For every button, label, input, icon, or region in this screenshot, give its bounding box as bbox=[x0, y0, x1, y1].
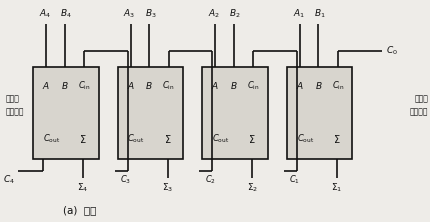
Text: $C_{2}$: $C_{2}$ bbox=[205, 174, 215, 186]
Text: $B_2$: $B_2$ bbox=[229, 8, 241, 20]
Text: $A$: $A$ bbox=[212, 80, 219, 91]
Text: $C_{\rm out}$: $C_{\rm out}$ bbox=[43, 133, 60, 145]
Text: $\Sigma$: $\Sigma$ bbox=[249, 133, 256, 145]
Text: $B$: $B$ bbox=[145, 80, 153, 91]
Text: $A$: $A$ bbox=[42, 80, 50, 91]
Text: （最低
有效位）: （最低 有效位） bbox=[410, 95, 429, 116]
Text: $A$: $A$ bbox=[296, 80, 304, 91]
Text: $B_1$: $B_1$ bbox=[314, 8, 326, 20]
Text: $B$: $B$ bbox=[315, 80, 322, 91]
Text: $\Sigma_2$: $\Sigma_2$ bbox=[246, 181, 258, 194]
Text: (a)  框图: (a) 框图 bbox=[63, 205, 96, 215]
Text: $\Sigma_1$: $\Sigma_1$ bbox=[331, 181, 342, 194]
Text: $\Sigma_3$: $\Sigma_3$ bbox=[162, 181, 173, 194]
Text: $C_{\rm out}$: $C_{\rm out}$ bbox=[127, 133, 144, 145]
Text: $C_4$: $C_4$ bbox=[3, 173, 15, 186]
Text: $C_{\rm out}$: $C_{\rm out}$ bbox=[212, 133, 229, 145]
Text: $A_2$: $A_2$ bbox=[208, 8, 220, 20]
Text: $B$: $B$ bbox=[230, 80, 237, 91]
Text: $A_1$: $A_1$ bbox=[293, 8, 305, 20]
Text: $A_4$: $A_4$ bbox=[39, 8, 51, 20]
Bar bbox=[287, 67, 353, 159]
Text: $C_0$: $C_0$ bbox=[386, 44, 398, 57]
Bar bbox=[118, 67, 183, 159]
Text: $B_4$: $B_4$ bbox=[60, 8, 72, 20]
Text: $C_{\rm in}$: $C_{\rm in}$ bbox=[163, 79, 175, 92]
Bar bbox=[202, 67, 268, 159]
Text: $\Sigma$: $\Sigma$ bbox=[79, 133, 87, 145]
Text: $A_3$: $A_3$ bbox=[123, 8, 135, 20]
Text: $C_{\rm in}$: $C_{\rm in}$ bbox=[247, 79, 260, 92]
Text: $C_{\rm in}$: $C_{\rm in}$ bbox=[332, 79, 344, 92]
Text: $C_{\rm out}$: $C_{\rm out}$ bbox=[297, 133, 314, 145]
Text: （最高
有效位）: （最高 有效位） bbox=[6, 95, 24, 116]
Text: $\Sigma$: $\Sigma$ bbox=[164, 133, 171, 145]
Text: $C_{1}$: $C_{1}$ bbox=[289, 174, 300, 186]
Text: $C_{3}$: $C_{3}$ bbox=[120, 174, 131, 186]
Text: $A$: $A$ bbox=[127, 80, 135, 91]
Text: $B$: $B$ bbox=[61, 80, 68, 91]
Text: $\Sigma_4$: $\Sigma_4$ bbox=[77, 181, 89, 194]
Text: $C_{\rm in}$: $C_{\rm in}$ bbox=[78, 79, 91, 92]
Text: $\Sigma$: $\Sigma$ bbox=[333, 133, 341, 145]
Bar bbox=[33, 67, 98, 159]
Text: $B_3$: $B_3$ bbox=[144, 8, 156, 20]
